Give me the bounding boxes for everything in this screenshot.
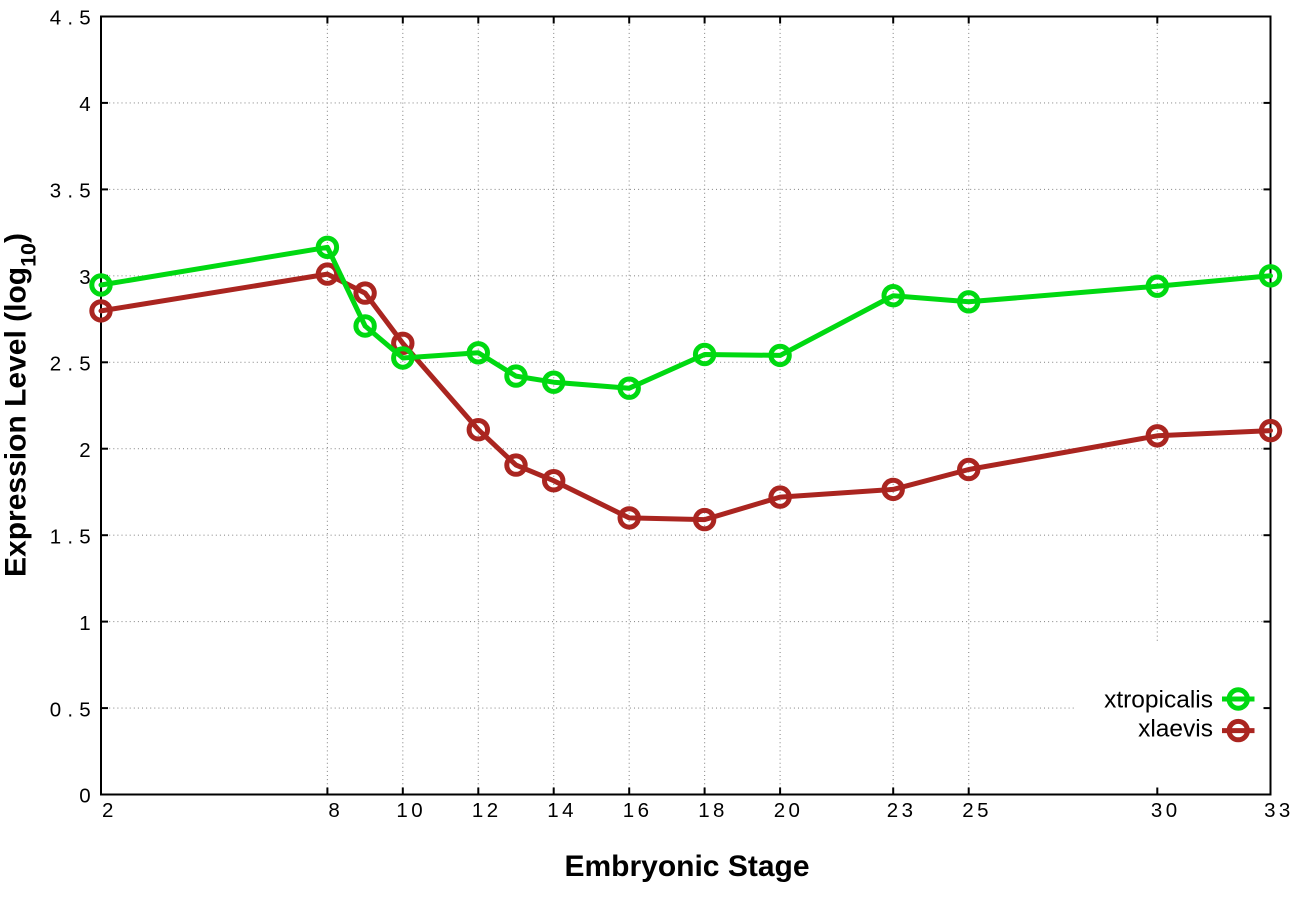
svg-text:5: 5 bbox=[79, 698, 90, 721]
svg-text:4: 4 bbox=[79, 93, 90, 116]
svg-text:0: 0 bbox=[79, 785, 90, 808]
svg-text:2: 2 bbox=[774, 799, 785, 822]
svg-text:2: 2 bbox=[887, 799, 898, 822]
svg-text:2: 2 bbox=[50, 353, 61, 376]
svg-text:4: 4 bbox=[50, 7, 61, 30]
svg-text:Embryonic Stage: Embryonic Stage bbox=[564, 850, 809, 883]
svg-text:0: 0 bbox=[1166, 799, 1177, 822]
svg-text:8: 8 bbox=[328, 799, 339, 822]
svg-text:1: 1 bbox=[472, 799, 483, 822]
svg-text:2: 2 bbox=[102, 799, 113, 822]
svg-text:5: 5 bbox=[79, 180, 90, 203]
svg-text:.: . bbox=[67, 353, 73, 376]
svg-text:0: 0 bbox=[411, 799, 422, 822]
svg-text:5: 5 bbox=[79, 525, 90, 548]
svg-text:1: 1 bbox=[698, 799, 709, 822]
svg-text:3: 3 bbox=[1279, 799, 1290, 822]
svg-text:2: 2 bbox=[487, 799, 498, 822]
svg-text:3: 3 bbox=[50, 180, 61, 203]
svg-text:1: 1 bbox=[50, 525, 61, 548]
svg-text:.: . bbox=[67, 698, 73, 721]
svg-text:3: 3 bbox=[1151, 799, 1162, 822]
svg-text:0: 0 bbox=[788, 799, 799, 822]
svg-text:3: 3 bbox=[79, 266, 90, 289]
svg-text:.: . bbox=[67, 525, 73, 548]
svg-text:3: 3 bbox=[902, 799, 913, 822]
svg-text:5: 5 bbox=[79, 7, 90, 30]
svg-text:3: 3 bbox=[1264, 799, 1275, 822]
svg-text:5: 5 bbox=[977, 799, 988, 822]
svg-text:1: 1 bbox=[396, 799, 407, 822]
svg-text:.: . bbox=[67, 7, 73, 30]
svg-text:xtropicalis: xtropicalis bbox=[1104, 687, 1213, 714]
svg-text:5: 5 bbox=[79, 353, 90, 376]
svg-text:8: 8 bbox=[713, 799, 724, 822]
svg-text:2: 2 bbox=[962, 799, 973, 822]
svg-text:1: 1 bbox=[79, 612, 90, 635]
svg-text:1: 1 bbox=[547, 799, 558, 822]
svg-text:.: . bbox=[67, 180, 73, 203]
svg-text:4: 4 bbox=[562, 799, 573, 822]
svg-text:1: 1 bbox=[623, 799, 634, 822]
svg-text:0: 0 bbox=[50, 698, 61, 721]
svg-text:6: 6 bbox=[638, 799, 649, 822]
svg-text:2: 2 bbox=[79, 439, 90, 462]
svg-text:xlaevis: xlaevis bbox=[1138, 716, 1213, 743]
